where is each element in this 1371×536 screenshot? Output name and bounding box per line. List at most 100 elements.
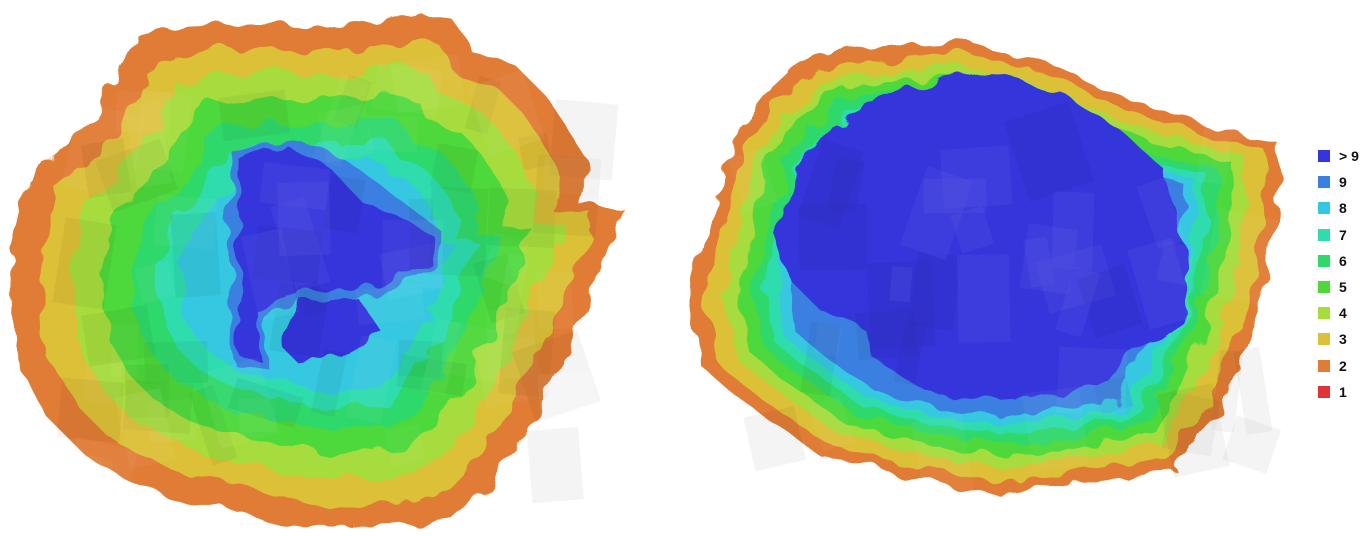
image-footprint [228, 377, 304, 429]
image-footprint [421, 318, 461, 396]
image-footprint [511, 330, 601, 423]
image-footprint [355, 284, 425, 326]
overlap-zone-gt9 [775, 72, 1190, 400]
image-footprint [1004, 101, 1095, 202]
overlap-maps [10, 12, 1284, 536]
image-footprint [855, 308, 919, 361]
legend-item-2: 2 [1318, 353, 1370, 379]
image-footprint [310, 348, 348, 417]
image-footprint [911, 413, 977, 510]
image-footprint [467, 69, 545, 157]
image-footprint [80, 138, 132, 199]
image-footprint [60, 101, 148, 201]
image-footprint [939, 145, 1013, 209]
image-footprint [56, 377, 125, 444]
image-footprint [428, 186, 489, 277]
image-footprint [548, 99, 619, 181]
image-footprint [532, 154, 602, 237]
image-footprint [1161, 392, 1221, 457]
image-footprint [473, 253, 526, 324]
image-footprint [474, 335, 546, 409]
legend-label: 4 [1339, 305, 1347, 322]
image-footprint [1035, 243, 1116, 314]
image-footprint [1199, 207, 1284, 307]
image-footprint [814, 322, 842, 357]
image-footprint [542, 155, 603, 197]
image-footprint [1055, 266, 1101, 338]
right-map-texture [727, 74, 1284, 510]
image-footprint [494, 253, 530, 335]
image-footprint [487, 187, 557, 248]
image-footprint [382, 219, 444, 288]
legend-item-7: 7 [1318, 222, 1370, 248]
image-footprint [743, 406, 807, 472]
image-footprint [312, 73, 371, 168]
image-footprint [950, 205, 995, 254]
legend-swatch [1318, 228, 1330, 241]
image-footprint [269, 281, 330, 359]
image-footprint [188, 384, 238, 466]
legend-swatch [1318, 333, 1330, 346]
image-footprint [72, 453, 114, 505]
image-footprint [900, 165, 974, 261]
image-footprint [1136, 177, 1186, 250]
legend-swatch [1318, 176, 1330, 189]
left-overlap-map [10, 12, 625, 530]
image-footprint [1156, 383, 1230, 478]
image-footprint [270, 196, 331, 292]
legend-label: > 9 [1339, 148, 1359, 165]
legend-item-9: 9 [1318, 169, 1370, 195]
legend-label: 7 [1339, 226, 1347, 243]
image-footprint [241, 228, 299, 321]
image-footprint [909, 251, 962, 331]
image-footprint [114, 387, 176, 470]
legend-item-gt9: > 9 [1318, 143, 1370, 169]
image-footprint [408, 198, 434, 274]
image-footprint [115, 91, 171, 134]
image-footprint [1210, 349, 1244, 433]
legend-swatch [1318, 202, 1330, 215]
legend-swatch [1318, 385, 1330, 398]
image-footprint [390, 53, 466, 114]
image-footprint [1051, 191, 1095, 270]
image-footprint [889, 266, 913, 303]
image-footprint [464, 75, 502, 135]
image-footprint [1023, 236, 1055, 289]
image-footprint [366, 114, 419, 153]
legend-item-6: 6 [1318, 248, 1370, 274]
image-footprint [57, 436, 138, 536]
image-footprint [1196, 104, 1236, 186]
image-footprint [323, 175, 366, 234]
image-footprint [144, 341, 209, 384]
image-footprint [727, 148, 778, 213]
legend-swatch [1318, 254, 1330, 267]
image-footprint [1233, 346, 1273, 436]
legend-item-1: 1 [1318, 379, 1370, 405]
legend-label: 1 [1339, 383, 1347, 400]
right-overlap-map [690, 42, 1280, 495]
image-footprint [199, 356, 280, 450]
image-footprint [80, 304, 156, 367]
image-footprint [259, 162, 331, 211]
image-footprint [170, 212, 221, 298]
overlap-zone-gt9 [280, 300, 380, 365]
legend-label: 6 [1339, 252, 1347, 269]
image-footprint [95, 138, 178, 213]
image-footprint [52, 217, 117, 310]
image-footprint [798, 204, 868, 271]
image-footprint [146, 398, 196, 444]
image-footprint [384, 424, 427, 467]
image-footprint [238, 397, 277, 433]
legend-item-5: 5 [1318, 274, 1370, 300]
image-footprint [252, 224, 323, 285]
image-footprint [82, 360, 123, 405]
image-footprint [957, 254, 1011, 343]
image-footprint [1093, 375, 1134, 415]
image-footprint [894, 318, 928, 386]
image-footprint [797, 138, 865, 229]
image-footprint [430, 143, 479, 194]
image-footprint [485, 308, 537, 380]
left-map-texture [52, 53, 619, 536]
image-footprint [124, 364, 170, 418]
image-footprint [1127, 237, 1195, 330]
